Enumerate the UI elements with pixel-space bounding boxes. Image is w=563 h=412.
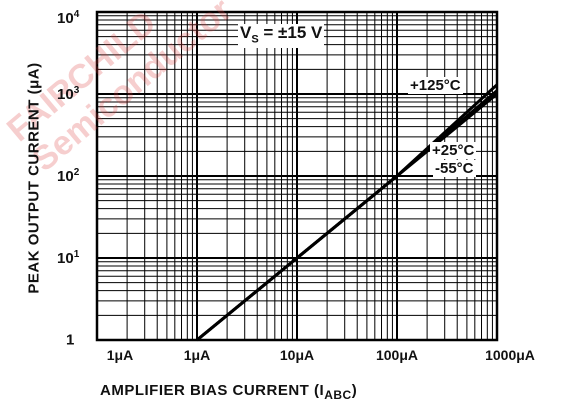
y-tick-exponent: 2 [73, 167, 80, 178]
y-tick-label: 101 [57, 249, 79, 267]
y-tick-base: 10 [57, 86, 74, 103]
plot-frame [95, 10, 499, 342]
supply-prefix: V [240, 23, 252, 42]
x-tick-label: 1000μA [485, 347, 535, 363]
x-tick-label: 100μA [375, 347, 419, 363]
y-tick-exponent: 4 [73, 9, 80, 20]
y-axis-label: PEAK OUTPUT CURRENT (μA) [25, 62, 43, 294]
x-tick-label: 10μA [279, 347, 315, 363]
supply-value: = ±15 V [258, 23, 323, 42]
y-tick-base: 10 [57, 250, 74, 267]
y-tick-label: 102 [57, 167, 79, 185]
series-label-minus55c: -55°C [433, 160, 476, 177]
x-tick-label: 1μA [183, 347, 211, 363]
y-tick-label: 1 [66, 332, 74, 349]
y-tick-label: 103 [57, 85, 79, 103]
series-layer [196, 83, 499, 342]
y-tick-exponent: 3 [73, 85, 80, 96]
series-label-125c: +125°C [408, 77, 463, 94]
y-tick-exponent: 1 [73, 249, 80, 260]
x-axis-label-text: AMPLIFIER BIAS CURRENT [100, 382, 310, 399]
supply-subscript: S [251, 33, 259, 46]
supply-voltage-annotation: VS = ±15 V [238, 23, 325, 49]
y-tick-base: 10 [57, 168, 74, 185]
y-tick-base: 1 [66, 331, 75, 349]
y-tick-label: 104 [57, 9, 79, 27]
y-tick-base: 10 [57, 10, 74, 27]
x-tick-label: 1μA [106, 347, 134, 363]
series-line-minus55c [196, 92, 498, 342]
series-label-25c: +25°C [430, 142, 477, 159]
grid [97, 12, 497, 340]
x-axis-label: AMPLIFIER BIAS CURRENT (IABC) [100, 382, 358, 402]
x-axis-label-subscript: ABC [324, 388, 352, 402]
